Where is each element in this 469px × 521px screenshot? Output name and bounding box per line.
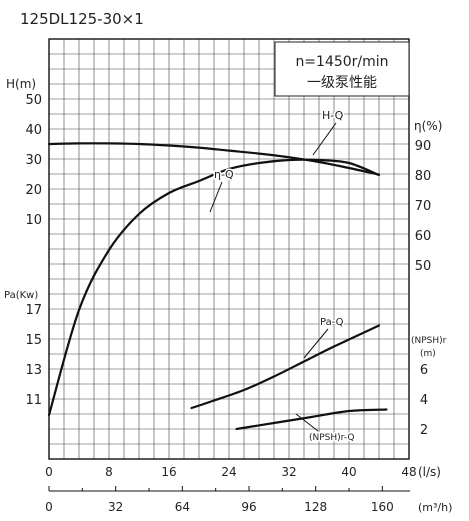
curve-label-leader: [312, 122, 337, 156]
curve-label-leader: [303, 328, 329, 359]
x-axis-unit: (l/s): [418, 465, 441, 479]
efficiency-tick-label: 90: [415, 139, 432, 154]
efficiency-axis-label: η(%): [414, 119, 442, 133]
npsh-axis-label: (NPSH)r: [411, 336, 447, 346]
npsh-axis-unit: (m): [420, 349, 436, 359]
x-tick-label: 48: [401, 465, 416, 479]
curve-label-leader: [295, 413, 319, 432]
power-curve-label: Pa-Q: [320, 317, 344, 328]
x-tick-label: 16: [161, 465, 176, 479]
series-line-power: [190, 324, 381, 410]
axis-ticks: 0 8 16 24 32 40 48 (l/s)0 32 64 96 128 160 (m³/h)H(m)…: [4, 77, 452, 514]
efficiency-tick-label: 80: [415, 169, 432, 184]
x-tick-label: 0: [45, 465, 53, 479]
head-tick-label: 30: [25, 153, 42, 168]
grid-lines: [49, 39, 409, 459]
power-tick-label: 17: [25, 303, 42, 318]
efficiency-tick-label: 70: [415, 199, 432, 214]
info-box: n=1450r/min 一级泵性能: [274, 41, 410, 97]
pump-stage-label: 一级泵性能: [307, 75, 377, 91]
data-series: [47, 142, 388, 431]
npsh-tick-label: 4: [420, 393, 428, 408]
npsh-tick-label: 6: [420, 363, 428, 378]
x-tick-label: 40: [341, 465, 356, 479]
efficiency-curve-label: η-Q: [214, 168, 234, 181]
x2-tick-label: 128: [304, 500, 327, 514]
x2-tick-label: 32: [108, 500, 123, 514]
info-box-border: [274, 41, 410, 97]
series-line-head: [47, 142, 381, 176]
x-tick-label: 32: [281, 465, 296, 479]
head-tick-label: 10: [25, 213, 42, 228]
x2-tick-label: 64: [175, 500, 190, 514]
efficiency-tick-label: 50: [415, 259, 432, 274]
curve-label-leader: [209, 181, 223, 213]
head-curve-label: H-Q: [322, 109, 344, 122]
series-line-efficiency: [47, 158, 381, 417]
chart-title: 125DL125-30×1: [20, 10, 144, 28]
x-tick-label: 8: [105, 465, 113, 479]
x-tick-label: 24: [221, 465, 236, 479]
x2-axis-unit: (m³/h): [418, 501, 452, 514]
npsh-curve-label: (NPSH)r-Q: [309, 433, 354, 443]
plot-border: [48, 38, 410, 460]
head-tick-label: 20: [25, 183, 42, 198]
head-axis-label: H(m): [6, 77, 36, 91]
head-tick-label: 40: [25, 123, 42, 138]
series-line-npsh: [235, 408, 388, 431]
speed-label: n=1450r/min: [295, 54, 388, 70]
x2-tick-label: 160: [371, 500, 394, 514]
power-tick-label: 13: [25, 363, 42, 378]
head-tick-label: 50: [25, 93, 42, 108]
power-tick-label: 11: [25, 393, 42, 408]
curve-labels: H-Q η-Q Pa-Q (NPSH)r-Q: [209, 108, 356, 445]
x2-tick-label: 96: [241, 500, 256, 514]
npsh-tick-label: 2: [420, 423, 428, 438]
chart-frame: [48, 38, 410, 492]
power-axis-label: Pa(Kw): [4, 290, 38, 301]
x2-tick-label: 0: [45, 500, 53, 514]
power-tick-label: 15: [25, 333, 42, 348]
efficiency-tick-label: 60: [415, 229, 432, 244]
